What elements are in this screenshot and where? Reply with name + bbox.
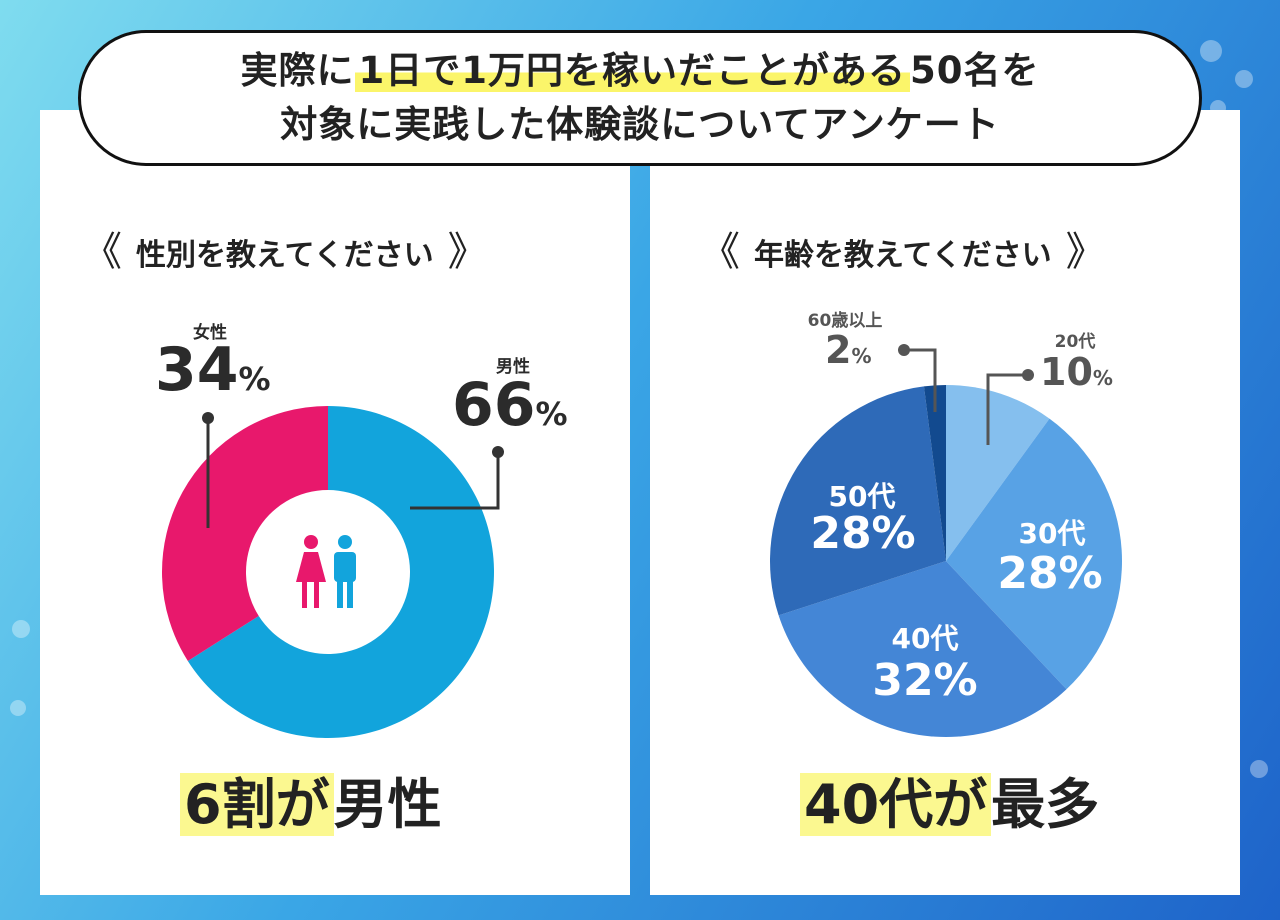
- gender-conclusion-rest: 男性: [333, 773, 442, 836]
- gender-value-female-unit: %: [238, 360, 271, 398]
- male-person-icon: [337, 580, 343, 608]
- title-line-1-pre: 実際に: [240, 49, 355, 93]
- gender-value-female-number: 34: [155, 335, 239, 405]
- age-value-40s: 32%: [872, 655, 978, 706]
- male-leader-line: [410, 452, 500, 510]
- age-label-20s: 20代: [1054, 332, 1096, 352]
- gender-value-female: 34%: [155, 335, 271, 405]
- title-line-2: 対象に実践した体験談についてアンケート: [280, 103, 1000, 146]
- double-chevron-left-icon: 《: [82, 229, 122, 275]
- female-person-icon: [296, 552, 326, 582]
- bg-dot: [1200, 40, 1222, 62]
- bg-dot: [12, 620, 30, 638]
- double-chevron-left-icon: 《: [700, 229, 740, 275]
- age-20s-leader-dot: [1022, 369, 1034, 381]
- bg-dot: [1250, 760, 1268, 778]
- age-conclusion-highlight: 40代が: [800, 773, 992, 836]
- age-label-60plus: 60歳以上: [807, 311, 883, 331]
- male-leader-dot: [492, 446, 504, 458]
- age-60plus-leader-line: [904, 348, 937, 412]
- male-person-icon: [334, 552, 356, 582]
- gender-label-male: 男性: [496, 357, 530, 377]
- gender-donut-slice: [187, 406, 495, 739]
- double-chevron-right-icon: 》: [447, 229, 488, 275]
- age-conclusion-rest: 最多: [991, 773, 1100, 836]
- age-label-40s: 40代: [891, 622, 959, 655]
- gender-label-female: 女性: [193, 323, 227, 343]
- age-label-30s: 30代: [1018, 517, 1086, 550]
- age-question: 《 年齢を教えてください 》: [700, 230, 1106, 274]
- title-line-1: 実際に 1日で1万円を稼いだことがある 50名を: [241, 44, 1040, 98]
- gender-donut-slice: [162, 406, 328, 661]
- age-pie-slice: [923, 385, 946, 561]
- double-chevron-right-icon: 》: [1065, 229, 1106, 275]
- age-pie-slice: [778, 561, 1067, 738]
- age-20s-leader-line: [986, 373, 1028, 445]
- male-person-icon: [347, 580, 353, 608]
- age-60plus-leader-dot: [898, 344, 910, 356]
- female-person-icon: [304, 535, 318, 549]
- gender-conclusion: 6割が男性: [180, 760, 442, 839]
- title-line-1-highlight: 1日で1万円を稼いだことがある: [354, 49, 910, 93]
- female-person-icon: [302, 582, 307, 608]
- age-value-60plus-number: 2: [825, 328, 852, 372]
- gender-panel: [40, 110, 630, 895]
- gender-conclusion-highlight: 6割が: [180, 773, 334, 836]
- bg-dot: [1235, 70, 1253, 88]
- age-value-30s: 28%: [997, 548, 1103, 599]
- age-value-60plus: 2%: [825, 328, 872, 372]
- female-person-icon: [314, 582, 319, 608]
- age-pie-slice: [946, 418, 1123, 690]
- age-conclusion: 40代が最多: [800, 760, 1099, 839]
- age-pie-slice: [770, 386, 946, 616]
- gender-question-text: 性別を教えてください: [136, 238, 434, 273]
- age-pie-slice: [946, 385, 1050, 561]
- age-value-20s-unit: %: [1092, 366, 1113, 390]
- age-label-50s: 50代: [828, 480, 896, 513]
- male-person-icon: [338, 535, 352, 549]
- gender-value-male-unit: %: [535, 395, 568, 433]
- gender-value-male: 66%: [452, 370, 568, 440]
- age-value-20s-number: 10: [1040, 350, 1093, 394]
- age-value-50s: 28%: [810, 508, 916, 559]
- gender-value-male-number: 66: [452, 370, 536, 440]
- bg-dot: [10, 700, 26, 716]
- age-value-60plus-unit: %: [851, 344, 872, 368]
- age-question-text: 年齢を教えてください: [754, 238, 1052, 273]
- age-value-20s: 10%: [1040, 350, 1113, 394]
- female-leader-dot: [202, 412, 214, 424]
- gender-question: 《 性別を教えてください 》: [82, 230, 488, 274]
- title-line-1-post: 50名を: [910, 49, 1040, 93]
- survey-title: 実際に 1日で1万円を稼いだことがある 50名を 対象に実践した体験談についてアンケ…: [78, 30, 1202, 166]
